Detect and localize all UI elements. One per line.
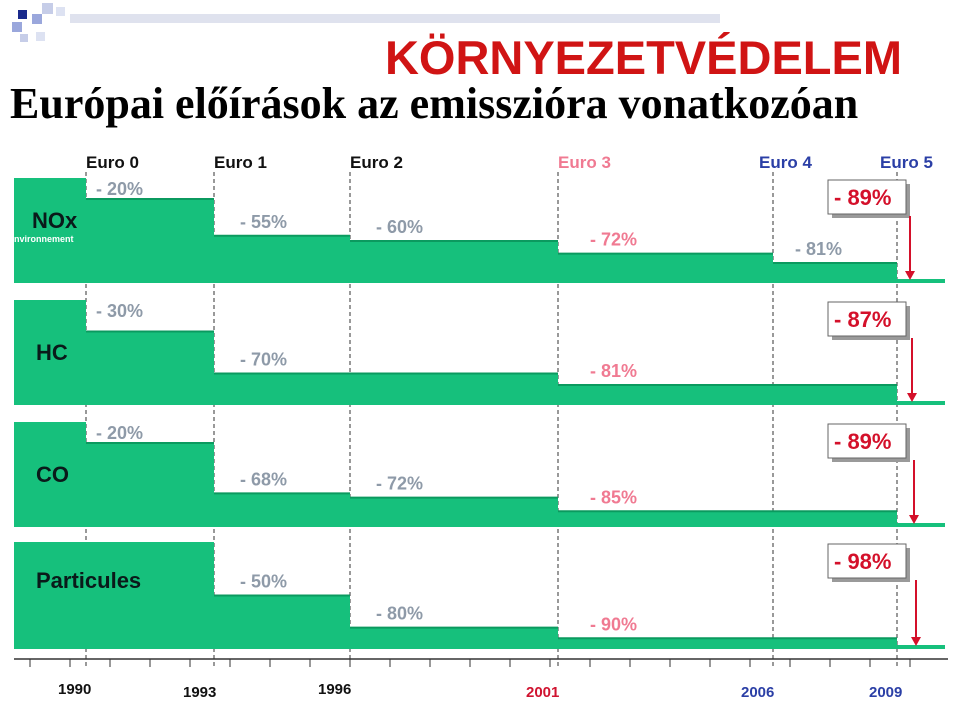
data-bar [350, 497, 558, 527]
arrow-head [911, 637, 921, 646]
data-bar [773, 638, 897, 649]
data-bar [558, 638, 773, 649]
data-bar [214, 595, 350, 649]
arrow-head [905, 271, 915, 280]
reduction-label: - 55% [240, 212, 287, 232]
data-bar [897, 279, 945, 283]
baseline-bar [14, 542, 214, 649]
baseline-bar [14, 178, 86, 283]
deco-square [20, 34, 28, 42]
data-bar [214, 373, 350, 405]
deco-square [18, 10, 27, 19]
data-bar [350, 627, 558, 649]
callout-label: - 98% [834, 549, 891, 574]
year-label: 1993 [183, 684, 216, 701]
page-title: KÖRNYEZETVÉDELEM [384, 31, 902, 84]
pollutant-label: Particules [36, 568, 141, 593]
callout-box [827, 543, 907, 579]
data-bar [214, 493, 350, 527]
data-bar [773, 511, 897, 527]
euro-label: Euro 5 [880, 153, 933, 172]
callout-label: - 89% [834, 429, 891, 454]
reduction-label: - 50% [240, 572, 287, 592]
callout-label: - 87% [834, 307, 891, 332]
callout-box [827, 179, 907, 215]
reduction-label: - 70% [240, 350, 287, 370]
reduction-label: - 72% [590, 230, 637, 250]
data-bar [897, 401, 945, 405]
year-label: 1996 [318, 681, 351, 698]
deco-square [42, 3, 53, 14]
deco-square [12, 22, 22, 32]
arrow-head [907, 393, 917, 402]
reduction-label: - 30% [96, 301, 143, 321]
year-label: 2009 [869, 684, 902, 701]
title-decoration [12, 3, 720, 42]
data-bar [86, 331, 214, 405]
reduction-label: - 81% [795, 239, 842, 259]
euro-label: Euro 3 [558, 153, 611, 172]
euro-label: Euro 0 [86, 153, 139, 172]
reduction-label: - 60% [376, 217, 423, 237]
year-label: 2006 [741, 684, 774, 701]
emission-chart: Euro 0 Euro 1 Euro 2 Euro 3 Euro 4 Euro 5NOx-… [14, 153, 948, 701]
page-subtitle: Európai előírások az emisszióra vonatkoz… [10, 79, 859, 128]
data-bar [214, 235, 350, 283]
data-bar [897, 645, 945, 649]
data-bar [897, 523, 945, 527]
pollutant-label: HC [36, 340, 68, 365]
reduction-label: - 81% [590, 361, 637, 381]
deco-square [56, 7, 65, 16]
data-bar [558, 511, 773, 527]
year-label: 2001 [526, 684, 559, 701]
reduction-label: - 68% [240, 469, 287, 489]
reduction-label: - 72% [376, 474, 423, 494]
data-bar [558, 385, 773, 405]
reduction-label: - 90% [590, 614, 637, 634]
euro-label: Euro 1 [214, 153, 267, 172]
data-bar [86, 199, 214, 283]
arrow-head [909, 515, 919, 524]
data-bar [558, 253, 773, 283]
watermark-text: nvironnement [14, 234, 74, 244]
data-bar [773, 385, 897, 405]
reduction-label: - 20% [96, 423, 143, 443]
deco-square [32, 14, 42, 24]
baseline-bar [14, 422, 86, 527]
euro-label: Euro 4 [759, 153, 812, 172]
reduction-label: - 85% [590, 487, 637, 507]
callout-box [827, 423, 907, 459]
reduction-label: - 80% [376, 604, 423, 624]
year-label: 1990 [58, 681, 91, 698]
euro-label: Euro 2 [350, 153, 403, 172]
data-bar [86, 443, 214, 527]
callout-label: - 89% [834, 185, 891, 210]
pollutant-label: CO [36, 462, 69, 487]
baseline-bar [14, 300, 86, 405]
data-bar [350, 373, 558, 405]
deco-square [36, 32, 45, 41]
callout-box [827, 301, 907, 337]
data-bar [350, 241, 558, 283]
title-bar [70, 14, 720, 23]
reduction-label: - 20% [96, 179, 143, 199]
data-bar [773, 263, 897, 283]
pollutant-label: NOx [32, 208, 78, 233]
